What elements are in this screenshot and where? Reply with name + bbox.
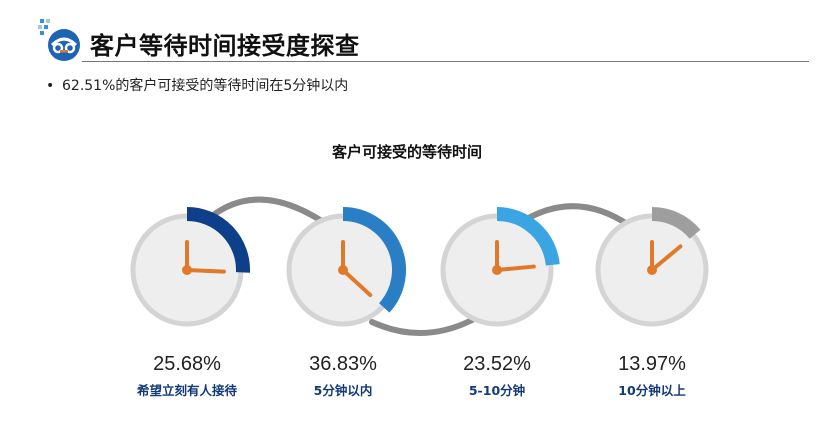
bullet-symbol: • [46, 78, 55, 94]
value-label-2: 36.83% [309, 353, 377, 375]
connector-swoosh-3 [517, 203, 633, 229]
connector-swoosh-1 [209, 196, 335, 231]
page-title: 客户等待时间接受度探查 [90, 32, 360, 60]
clock-center-dot-3 [492, 265, 502, 275]
camera-logo-icon [38, 19, 80, 61]
chart-title: 客户可接受的等待时间 [331, 143, 482, 161]
clock-minute-hand-3 [495, 264, 536, 272]
clock-minute-hand-2 [341, 268, 373, 298]
value-label-3: 23.52% [463, 353, 531, 375]
clock-center-dot-4 [647, 265, 657, 275]
gauge-arc-2 [342, 207, 406, 313]
category-label-2: 5分钟以内 [314, 383, 373, 398]
category-label-3: 5-10分钟 [469, 383, 525, 398]
summary-bullet: • 62.51%的客户可接受的等待时间在5分钟以内 [46, 75, 348, 95]
gauge-arc-1 [186, 207, 250, 273]
summary-text: 62.51%的客户可接受的等待时间在5分钟以内 [62, 78, 349, 94]
connector-swoosh-2 [369, 317, 475, 336]
clock-minute-hand-1 [185, 268, 226, 274]
clock-minute-hand-4 [650, 244, 683, 272]
category-label-1: 希望立刻有人接待 [136, 383, 238, 398]
value-label-1: 25.68% [153, 353, 221, 375]
gauge-arc-3 [496, 207, 560, 266]
title-divider [82, 61, 809, 62]
clock-center-dot-1 [182, 265, 192, 275]
value-label-4: 13.97% [618, 353, 686, 375]
category-label-4: 10分钟以上 [618, 383, 686, 398]
gauge-arc-4 [651, 207, 701, 239]
clock-center-dot-2 [338, 265, 348, 275]
